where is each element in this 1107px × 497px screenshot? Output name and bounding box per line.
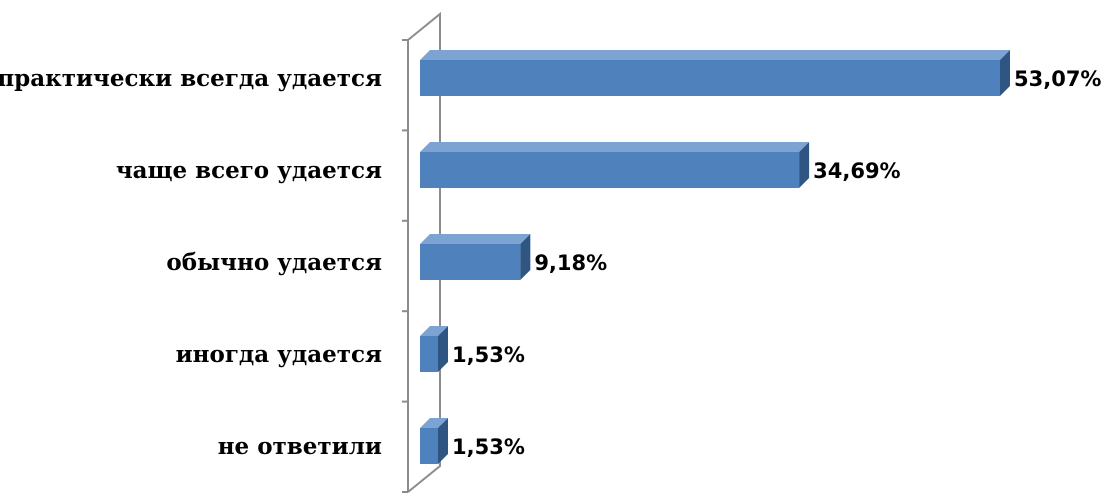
category-label: не ответили	[218, 433, 382, 460]
bar-front	[420, 152, 800, 188]
value-label: 1,53%	[452, 435, 525, 459]
value-label: 34,69%	[813, 159, 900, 183]
value-label: 9,18%	[534, 251, 607, 275]
bar-front	[420, 336, 438, 372]
bar-2	[420, 142, 810, 188]
bar-top	[420, 234, 531, 244]
bar-top	[420, 326, 448, 336]
bar-3	[420, 234, 531, 280]
bar-side	[438, 418, 448, 464]
value-label: 1,53%	[452, 343, 525, 367]
bar-front	[420, 244, 521, 280]
bar-top	[420, 418, 448, 428]
bar-1	[420, 50, 1010, 96]
category-label: практически всегда удается	[0, 65, 382, 92]
bar-top	[420, 142, 810, 152]
chart-bars	[420, 50, 1010, 464]
chart-labels: практически всегда удается 53,07% чаще все…	[0, 65, 1101, 460]
value-label: 53,07%	[1014, 67, 1101, 91]
bar-side	[520, 234, 531, 280]
bar-side	[799, 142, 810, 188]
bar-front	[420, 428, 438, 464]
bar-top	[420, 50, 1010, 60]
bar-front	[420, 60, 1000, 96]
bar-side	[1000, 50, 1010, 96]
category-label: чаще всего удается	[116, 157, 382, 184]
category-label: иногда удается	[176, 341, 382, 368]
category-label: обычно удается	[166, 249, 382, 276]
bar-side	[438, 326, 448, 372]
bar-4	[420, 326, 448, 372]
bar-5	[420, 418, 448, 464]
